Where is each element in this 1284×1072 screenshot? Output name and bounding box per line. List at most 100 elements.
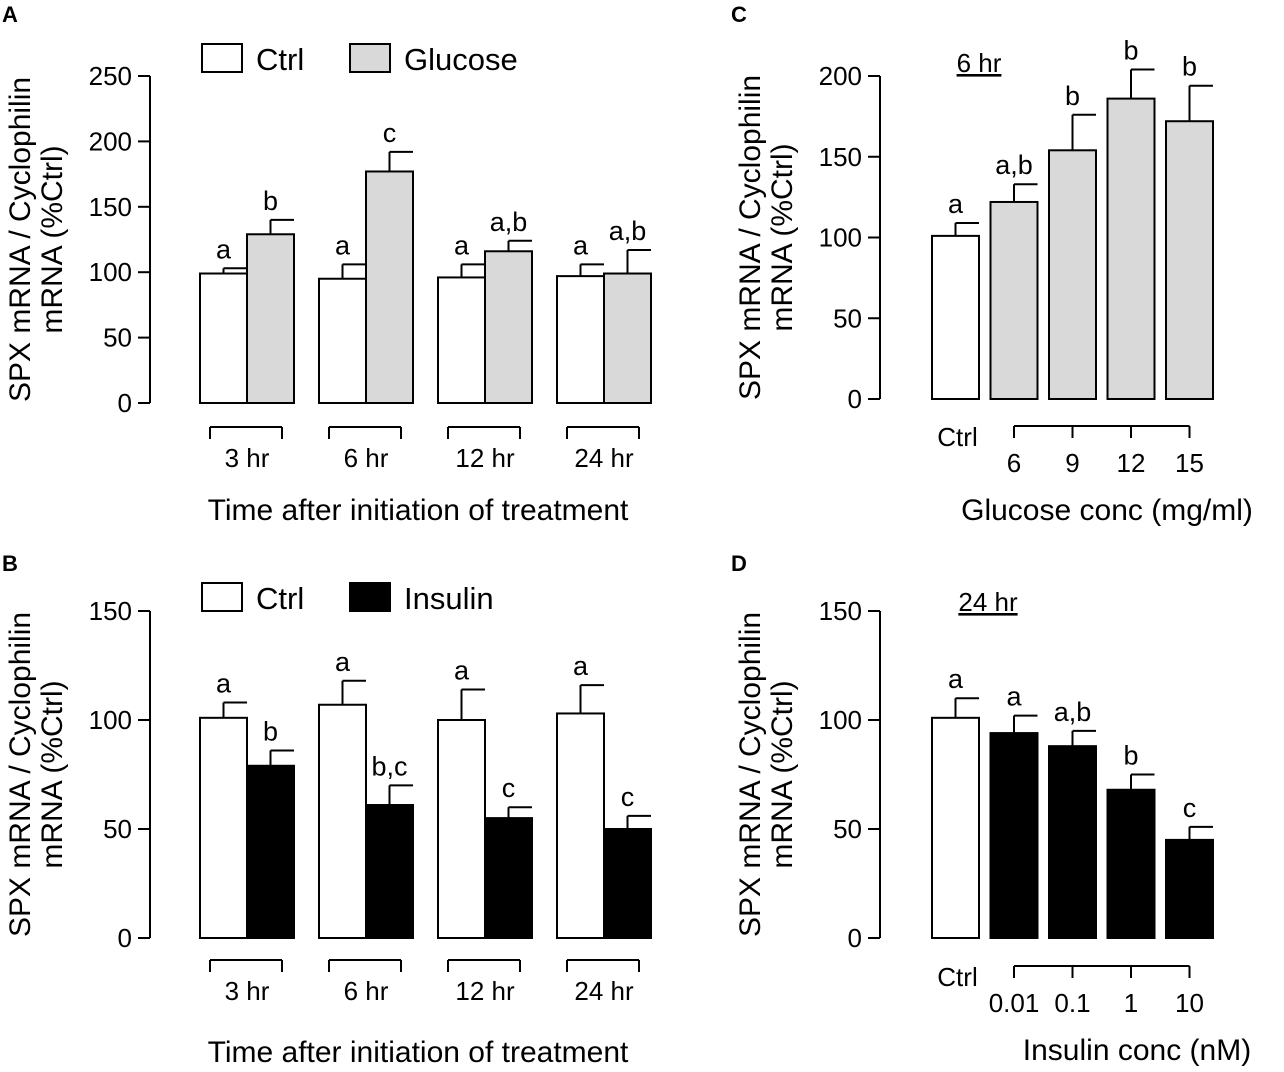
panel-a-legend-label-glucose: Glucose [404,42,518,77]
panel-a-ctrl-bar [437,276,486,405]
panel-b-x-tick-label: 12 hr [455,976,515,1006]
panel-b-y-tick-label: 0 [118,923,132,953]
panel-b-ctrl-significance-label: a [335,647,351,677]
panel-d-ctrl-bar [931,716,980,939]
panel-d-y-tick-label: 0 [848,923,862,953]
panel-a-y-tick-label: 200 [89,126,132,156]
panel-letter-d: D [731,551,747,576]
panel-b-ctrl-significance-label: a [573,651,589,681]
panel-d-x-tick-label: 1 [1124,988,1138,1018]
panel-b-ctrl-bar [318,703,367,939]
panel-a-x-tick-label: 3 hr [225,443,270,473]
panel-b-ctrl-bar [199,716,248,939]
panel-c-x-tick-label: Ctrl [937,422,977,452]
panel-b-y-axis-label-line1: SPX mRNA / Cyclophilin [4,612,37,937]
panel-d-ctrl-significance-label: a [948,664,964,694]
panel-d-x-tick-label: Ctrl [937,962,977,992]
panel-d-dose-bar [1106,788,1156,940]
panel-a-x-tick-label: 24 hr [574,443,634,473]
panel-c-ctrl-bar [931,234,980,400]
panel-d-x-tick-label: 10 [1175,988,1204,1018]
panel-a-glucose-bar [246,233,295,404]
panel-c-dose-significance-label: a,b [995,150,1033,180]
panel-a-ctrl-bar [318,277,367,404]
panel-b-legend-swatch-insulin [349,582,391,612]
panel-c-y-axis-label-line2: mRNA (%Ctrl) [766,143,799,331]
panel-a-ctrl-significance-label: a [335,230,351,260]
panel-c-y-tick-label: 200 [819,61,862,91]
panel-c-dose-significance-label: b [1123,36,1138,66]
panel-a-ctrl-bar [199,272,248,404]
panel-a-x-axis-label: Time after initiation of treatment [208,494,629,527]
panel-c-x-tick-label: 12 [1117,448,1146,478]
panel-b-insulin-bar [603,828,652,939]
panel-c-dose-bar [1165,120,1214,400]
panel-b-ctrl-significance-label: a [454,655,470,685]
panel-d-dose-significance-label: a,b [1054,697,1092,727]
panel-a-glucose-bar [365,170,414,404]
panel-b-insulin-significance-label: b,c [371,751,407,781]
panel-a-legend-label-ctrl: Ctrl [256,42,304,77]
panel-c-x-tick-label: 6 [1007,448,1021,478]
panel-c-x-tick-label: 9 [1065,448,1079,478]
panel-a-glucose-bar [603,272,652,404]
panel-b-ctrl-bar [437,719,486,939]
panel-b-y-axis-label-line2: mRNA (%Ctrl) [36,680,69,868]
panel-a-x-tick-label: 6 hr [344,443,389,473]
panel-d-dose-significance-label: c [1183,793,1197,823]
panel-a-legend-swatch-glucose [349,43,391,73]
panel-a-y-tick-label: 250 [89,61,132,91]
panel-d-x-tick-label: 0.1 [1054,988,1090,1018]
panel-b-insulin-significance-label: b [263,717,278,747]
panel-c-x-axis-label: Glucose conc (mg/ml) [961,494,1253,527]
panel-b-legend-swatch-ctrl [201,582,243,612]
panel-c-dose-significance-label: b [1065,81,1080,111]
panel-b-x-tick-label: 24 hr [574,976,634,1006]
panel-a-y-tick-label: 0 [118,388,132,418]
panel-c-y-tick-label: 150 [819,142,862,172]
panel-b-insulin-bar [484,817,533,939]
panel-a-ctrl-significance-label: a [573,230,589,260]
panel-b-x-tick-label: 3 hr [225,976,270,1006]
panel-b-x-tick-label: 6 hr [344,976,389,1006]
panel-a-glucose-bar [484,250,533,404]
panel-d-y-tick-label: 50 [833,814,862,844]
panel-a-ctrl-bar [556,275,605,404]
panel-a-glucose-significance-label: b [263,186,278,216]
panel-a-legend-swatch-ctrl [201,43,243,73]
panel-b-y-tick-label: 100 [89,705,132,735]
panel-d-dose-significance-label: b [1123,741,1138,771]
panel-b-legend-label-ctrl: Ctrl [256,581,304,616]
panel-c-dose-bar [1048,149,1097,400]
panel-d-condition-label: 24 hr [958,587,1018,617]
panel-b-ctrl-significance-label: a [216,669,232,699]
panel-d-y-axis-label-line1: SPX mRNA / Cyclophilin [734,612,767,937]
panel-c-dose-significance-label: b [1182,52,1197,82]
panel-c-dose-bar [1106,97,1156,401]
panel-b-insulin-bar [365,804,414,940]
panel-c-y-tick-label: 50 [833,303,862,333]
panel-a-y-axis-label-line1: SPX mRNA / Cyclophilin [4,77,37,402]
panel-d-x-tick-label: 0.01 [989,988,1040,1018]
panel-c-dose-bar [989,200,1039,400]
panel-c-ctrl-significance-label: a [948,189,964,219]
panel-b-legend-label-insulin: Insulin [404,581,494,616]
panel-b-insulin-significance-label: c [621,782,635,812]
panel-d-x-axis-label: Insulin conc (nM) [1023,1034,1251,1067]
panel-b-insulin-significance-label: c [502,773,516,803]
panel-a-glucose-significance-label: c [383,118,397,148]
panel-b-insulin-bar [246,764,295,940]
panel-a-glucose-significance-label: a,b [609,216,647,246]
panel-a-ctrl-significance-label: a [454,230,470,260]
panel-a-ctrl-significance-label: a [216,234,232,264]
panel-d-dose-significance-label: a [1006,682,1022,712]
panel-d-y-tick-label: 150 [819,596,862,626]
panel-b-ctrl-bar [556,712,605,940]
panel-b-y-tick-label: 50 [103,814,132,844]
panel-a-y-tick-label: 150 [89,192,132,222]
panel-c-x-tick-label: 15 [1175,448,1204,478]
panel-c-y-tick-label: 0 [848,384,862,414]
panel-d-y-axis-label-line2: mRNA (%Ctrl) [766,680,799,868]
panel-letter-c: C [731,2,747,27]
panel-c-y-tick-label: 100 [819,223,862,253]
